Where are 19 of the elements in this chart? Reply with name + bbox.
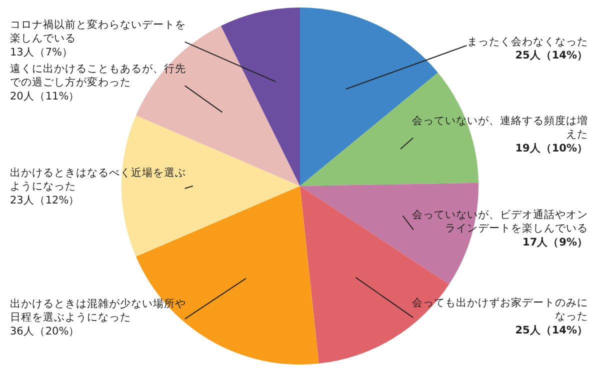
slice-label: 出かけるときは混雑が少ない場所や日程を選ぶようになった <box>10 297 186 324</box>
data-label: 36人（20%） <box>10 325 80 338</box>
data-label: 19人（10%） <box>515 142 588 154</box>
pie-slice <box>220 7 300 186</box>
slice-label: 会っていないが、連絡する頻度は増えた <box>412 114 588 141</box>
data-label: 23人（12%） <box>10 194 80 206</box>
pie-slice <box>122 115 300 257</box>
slice-label: 会っても出かけずお家デートのみになった <box>412 296 588 323</box>
slice-label: 遠くに出かけることもあるが、行先での過ごし方が変わった <box>10 62 186 89</box>
slice-label: 出かけるときはなるべく近場を選ぶようになった <box>10 166 186 193</box>
data-label: 25人（14%） <box>515 324 588 336</box>
data-label: 20人（11%） <box>10 90 80 102</box>
data-label: 25人（14%） <box>515 50 588 62</box>
data-label: 13人（7%） <box>10 46 74 58</box>
pie-slice <box>300 72 479 186</box>
data-label: 17人（9%） <box>522 236 588 248</box>
slice-label: まったく会わなくなった <box>467 36 588 48</box>
slice-label: コロナ禍以前と変わらないデートを楽しんでいる <box>10 18 186 45</box>
pie-slice <box>300 182 479 284</box>
